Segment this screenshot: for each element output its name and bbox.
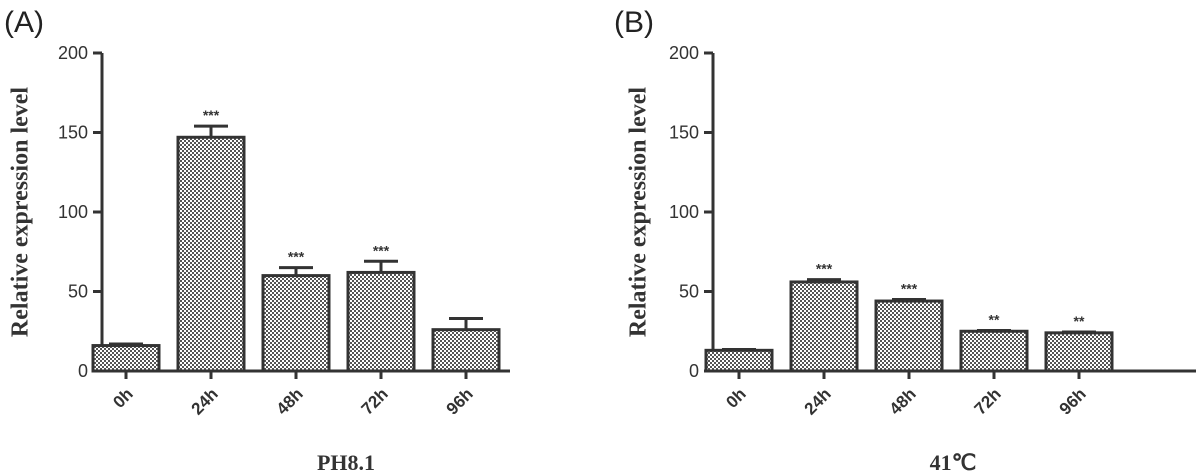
x-tick-label: 24h [188, 384, 222, 418]
bar-96h [1044, 331, 1114, 373]
y-tick-label: 100 [669, 202, 699, 222]
significance-marker: *** [203, 107, 220, 123]
significance-marker: *** [288, 249, 305, 265]
x-tick-label: 72h [358, 384, 392, 418]
significance-marker: *** [901, 280, 918, 296]
bar-48h [874, 299, 944, 373]
significance-marker: *** [816, 261, 833, 277]
x-tick-label: 0h [109, 384, 136, 411]
y-axis-label: Relative expression level [8, 87, 34, 338]
x-tick-label: 96h [1056, 384, 1090, 418]
significance-marker: ** [989, 311, 1000, 327]
x-tick-label: 0h [722, 384, 749, 411]
y-tick-label: 150 [669, 123, 699, 143]
chart-panel-b: (B) 0 50 100 150 200 Relative expression level… [614, 6, 1196, 475]
x-axis-label: PH8.1 [317, 450, 375, 475]
bar-0h [704, 348, 774, 373]
panel-label: (A) [4, 6, 44, 39]
y-axis-label: Relative expression level [626, 87, 652, 338]
bar-72h [959, 329, 1029, 373]
panel-label: (B) [614, 6, 654, 39]
bar-72h [346, 270, 416, 373]
bar-24h [789, 280, 859, 373]
y-tick-label: 50 [679, 282, 699, 302]
x-tick-label: 48h [273, 384, 307, 418]
bar-24h [176, 135, 246, 373]
x-tick-label: 24h [801, 384, 835, 418]
bar-0h [91, 344, 161, 373]
significance-marker: ** [1074, 313, 1085, 329]
y-tick-label: 50 [68, 282, 88, 302]
significance-marker: *** [373, 242, 390, 258]
x-tick-label: 48h [886, 384, 920, 418]
y-tick-label: 200 [669, 43, 699, 63]
y-tick-label: 100 [58, 202, 88, 222]
y-tick-label: 150 [58, 123, 88, 143]
x-tick-label: 72h [971, 384, 1005, 418]
chart-panel-a: (A) 0 50 100 150 200 Relative expression level… [4, 6, 510, 475]
bar-48h [261, 274, 331, 373]
y-tick-label: 0 [689, 361, 699, 381]
bar-96h [431, 328, 501, 373]
y-tick-label: 0 [78, 361, 88, 381]
x-axis-label: 41℃ [930, 450, 977, 475]
x-tick-label: 96h [443, 384, 477, 418]
y-tick-label: 200 [58, 43, 88, 63]
